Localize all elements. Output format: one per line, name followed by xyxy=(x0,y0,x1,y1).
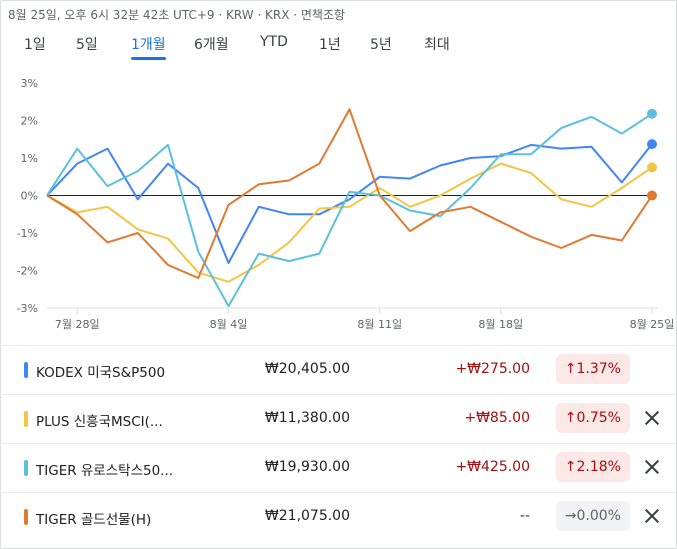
comparison-row[interactable]: KODEX 미국S&P500 ₩20,405.00 +₩275.00 ↑1.37% xyxy=(0,345,677,394)
tab-1d[interactable]: 1일 xyxy=(24,37,46,53)
security-price: ₩11,380.00 xyxy=(264,410,350,426)
security-price: ₩19,930.00 xyxy=(264,459,350,475)
y-tick-label: -1% xyxy=(17,227,38,240)
y-tick-label: -3% xyxy=(17,302,38,315)
price-change: +₩425.00 xyxy=(455,459,530,475)
x-tick-label: 8월 11일 xyxy=(357,317,402,331)
series-end-dot-3 xyxy=(647,108,657,119)
series-line-4 xyxy=(46,108,653,279)
x-tick-label: 7월 28일 xyxy=(55,317,100,331)
price-change: -- xyxy=(519,508,530,524)
price-change: +₩85.00 xyxy=(464,410,530,426)
price-change: +₩275.00 xyxy=(455,361,530,377)
comparison-row[interactable]: TIGER 골드선물(H) ₩21,075.00 -- →0.00% xyxy=(0,492,677,541)
tab-1y[interactable]: 1년 xyxy=(319,37,341,53)
remove-comparison-close-icon[interactable] xyxy=(641,505,663,527)
y-tick-label: 3% xyxy=(21,77,38,90)
y-tick-label: 0% xyxy=(21,190,38,203)
security-name: KODEX 미국S&P500 xyxy=(36,365,166,381)
series-end-dot-4 xyxy=(647,190,657,201)
comparison-row[interactable]: PLUS 신흥국MSCI(... ₩11,380.00 +₩85.00 ↑0.75% xyxy=(0,394,677,443)
percent-change-badge: ↑1.37% xyxy=(555,354,630,384)
security-name: TIGER 골드선물(H) xyxy=(36,512,152,528)
range-tabs: 1일 5일 1개월 6개월 YTD 1년 5년 최대 xyxy=(0,30,677,60)
series-color-marker xyxy=(24,362,28,378)
series-line-2 xyxy=(46,162,653,283)
series-line-1 xyxy=(46,143,653,264)
y-tick-label: 1% xyxy=(21,152,38,165)
tab-1m[interactable]: 1개월 xyxy=(131,34,166,60)
x-tick-label: 8월 4일 xyxy=(210,317,248,331)
security-price: ₩21,075.00 xyxy=(264,508,350,524)
x-tick-label: 8월 18일 xyxy=(478,317,523,331)
timestamp-disclaimer: 8월 25일, 오후 6시 32분 42초 UTC+9 · KRW · KRX … xyxy=(8,8,346,22)
tab-5d[interactable]: 5일 xyxy=(76,37,98,53)
security-name: PLUS 신흥국MSCI(... xyxy=(36,414,163,430)
tab-6m[interactable]: 6개월 xyxy=(194,37,229,53)
y-tick-label: -2% xyxy=(17,265,38,278)
percent-change-badge: ↑2.18% xyxy=(555,452,630,482)
percent-change-badge: ↑0.75% xyxy=(555,403,630,433)
series-color-marker xyxy=(24,509,28,525)
comparison-line-chart: 3% 2% 1% 0% -1% -2% -3% 7월 28일 8월 4일 8월 11일 8월 18일… xyxy=(17,77,675,331)
series-line-3 xyxy=(46,112,653,308)
tab-5y[interactable]: 5년 xyxy=(370,37,392,53)
comparison-row[interactable]: TIGER 유로스탁스50... ₩19,930.00 +₩425.00 ↑2.18% xyxy=(0,443,677,492)
security-name: TIGER 유로스탁스50... xyxy=(36,463,174,479)
security-price: ₩20,405.00 xyxy=(264,361,350,377)
remove-comparison-close-icon[interactable] xyxy=(641,407,663,429)
series-end-dot-2 xyxy=(647,162,657,173)
tab-max[interactable]: 최대 xyxy=(424,37,450,53)
x-tick-label: 8월 25일 xyxy=(630,317,675,331)
y-tick-label: 2% xyxy=(21,115,38,128)
remove-comparison-close-icon[interactable] xyxy=(641,456,663,478)
active-tab-indicator xyxy=(131,57,166,60)
series-color-marker xyxy=(24,460,28,476)
series-end-dot-1 xyxy=(647,139,657,150)
series-color-marker xyxy=(24,411,28,427)
tab-ytd[interactable]: YTD xyxy=(260,34,288,50)
percent-change-badge: →0.00% xyxy=(555,501,630,531)
